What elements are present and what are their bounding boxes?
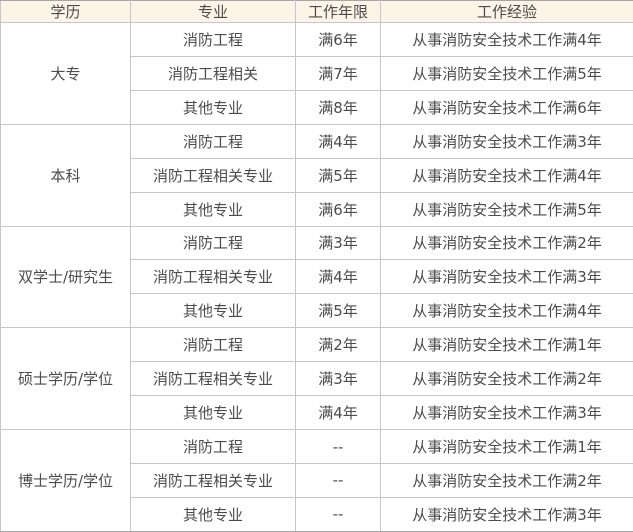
table-row: 其他专业 满5年 从事消防安全技术工作满4年 bbox=[1, 293, 633, 329]
years-cell: 满4年 bbox=[295, 123, 381, 159]
major-cell: 其他专业 bbox=[130, 293, 296, 329]
major-cell: 消防工程 bbox=[130, 327, 296, 363]
table-row: 消防工程相关专业 满4年 从事消防安全技术工作满3年 bbox=[1, 259, 633, 295]
experience-cell: 从事消防安全技术工作满3年 bbox=[380, 123, 633, 159]
table-row: 硕士学历/学位 消防工程 满2年 从事消防安全技术工作满1年 bbox=[0, 327, 633, 431]
years-cell: 满7年 bbox=[295, 55, 381, 91]
years-cell: 满3年 bbox=[295, 361, 381, 397]
years-cell: 满8年 bbox=[295, 89, 381, 125]
table-row: 其他专业 满6年 从事消防安全技术工作满5年 bbox=[1, 191, 633, 227]
header-education: 学历 bbox=[0, 0, 131, 23]
table-row: 其他专业 满4年 从事消防安全技术工作满3年 bbox=[1, 395, 633, 431]
years-cell: 满2年 bbox=[295, 327, 381, 363]
experience-cell: 从事消防安全技术工作满3年 bbox=[380, 395, 633, 431]
major-cell: 消防工程相关专业 bbox=[130, 157, 296, 193]
years-cell: -- bbox=[295, 496, 381, 532]
table-row: 本科 消防工程 满4年 从事消防安全技术工作满3年 bbox=[0, 123, 633, 227]
years-cell: 满5年 bbox=[295, 293, 381, 329]
major-cell: 消防工程相关专业 bbox=[130, 361, 296, 397]
table-row: 消防工程相关专业 满3年 从事消防安全技术工作满2年 bbox=[1, 361, 633, 397]
table-row: 大专 消防工程 满6年 从事消防安全技术工作满4年 bbox=[0, 22, 633, 125]
years-cell: -- bbox=[295, 462, 381, 498]
table-row: 其他专业 -- 从事消防安全技术工作满3年 bbox=[1, 496, 633, 532]
years-cell: -- bbox=[295, 429, 381, 464]
header-work-years: 工作年限 bbox=[295, 0, 381, 23]
major-cell: 消防工程 bbox=[130, 225, 296, 261]
table-row: 消防工程相关专业 -- 从事消防安全技术工作满2年 bbox=[1, 462, 633, 498]
major-cell: 消防工程 bbox=[130, 22, 296, 57]
table-row: 双学士/研究生 消防工程 满3年 从事消防安全技术工作满2年 bbox=[0, 225, 633, 329]
experience-cell: 从事消防安全技术工作满2年 bbox=[380, 225, 633, 261]
education-cell: 双学士/研究生 bbox=[0, 225, 131, 329]
education-cell: 本科 bbox=[0, 123, 131, 227]
experience-cell: 从事消防安全技术工作满3年 bbox=[380, 496, 633, 532]
major-cell: 消防工程 bbox=[130, 429, 296, 464]
education-cell: 大专 bbox=[0, 22, 131, 125]
major-cell: 消防工程相关专业 bbox=[130, 462, 296, 498]
table-row: 博士学历/学位 消防工程 -- 从事消防安全技术工作满1年 bbox=[0, 429, 633, 532]
years-cell: 满4年 bbox=[295, 259, 381, 295]
experience-cell: 从事消防安全技术工作满2年 bbox=[380, 361, 633, 397]
years-cell: 满6年 bbox=[295, 22, 381, 57]
experience-cell: 从事消防安全技术工作满4年 bbox=[380, 157, 633, 193]
table-row: 消防工程相关专业 满5年 从事消防安全技术工作满4年 bbox=[1, 157, 633, 193]
major-cell: 其他专业 bbox=[130, 496, 296, 532]
years-cell: 满4年 bbox=[295, 395, 381, 431]
table-row: 其他专业 满8年 从事消防安全技术工作满6年 bbox=[1, 89, 633, 125]
experience-cell: 从事消防安全技术工作满4年 bbox=[380, 22, 633, 57]
major-cell: 消防工程相关专业 bbox=[130, 259, 296, 295]
major-cell: 其他专业 bbox=[130, 395, 296, 431]
education-cell: 硕士学历/学位 bbox=[0, 327, 131, 431]
experience-cell: 从事消防安全技术工作满1年 bbox=[380, 327, 633, 363]
header-work-experience: 工作经验 bbox=[380, 0, 633, 23]
major-cell: 消防工程相关 bbox=[130, 55, 296, 91]
header-major: 专业 bbox=[130, 0, 296, 23]
years-cell: 满5年 bbox=[295, 157, 381, 193]
experience-cell: 从事消防安全技术工作满1年 bbox=[380, 429, 633, 464]
header-row: 学历 专业 工作年限 工作经验 bbox=[0, 0, 633, 23]
major-cell: 其他专业 bbox=[130, 191, 296, 227]
experience-cell: 从事消防安全技术工作满6年 bbox=[380, 89, 633, 125]
years-cell: 满6年 bbox=[295, 191, 381, 227]
experience-cell: 从事消防安全技术工作满5年 bbox=[380, 55, 633, 91]
experience-cell: 从事消防安全技术工作满3年 bbox=[380, 259, 633, 295]
experience-cell: 从事消防安全技术工作满2年 bbox=[380, 462, 633, 498]
major-cell: 消防工程 bbox=[130, 123, 296, 159]
years-cell: 满3年 bbox=[295, 225, 381, 261]
education-cell: 博士学历/学位 bbox=[0, 429, 131, 532]
major-cell: 其他专业 bbox=[130, 89, 296, 125]
experience-cell: 从事消防安全技术工作满5年 bbox=[380, 191, 633, 227]
experience-cell: 从事消防安全技术工作满4年 bbox=[380, 293, 633, 329]
